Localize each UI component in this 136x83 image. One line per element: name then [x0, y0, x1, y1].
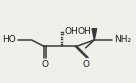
Polygon shape: [92, 29, 97, 40]
Text: NH₂: NH₂: [114, 35, 131, 44]
Text: O: O: [83, 60, 90, 69]
Text: OH: OH: [65, 27, 79, 36]
Text: HO: HO: [3, 35, 16, 44]
Text: O: O: [41, 60, 48, 69]
Text: OH: OH: [78, 27, 91, 36]
